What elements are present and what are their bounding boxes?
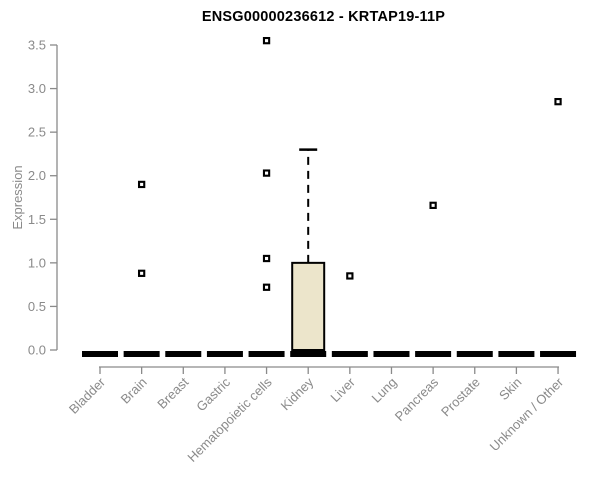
outlier-point: [429, 201, 437, 209]
y-axis-title: Expression: [10, 165, 25, 229]
outlier-point: [554, 97, 562, 106]
outlier-point: [346, 272, 354, 280]
y-tick-label: 1.5: [28, 212, 46, 227]
x-tick-label: Gastric: [193, 374, 233, 414]
median-bar: [415, 351, 452, 357]
median-bar: [540, 351, 577, 357]
outlier-point: [262, 169, 271, 177]
median-bar: [456, 351, 493, 357]
outlier-point: [262, 283, 271, 291]
y-tick-label: 1.0: [28, 255, 46, 270]
outlier-point: [262, 254, 271, 263]
outlier-point: [262, 36, 271, 45]
outlier-point: [137, 269, 146, 277]
median-bar: [82, 351, 118, 357]
y-tick-label: 3.5: [28, 37, 46, 52]
x-tick-label: Breast: [154, 374, 191, 411]
x-tick-label: Unknown / Other: [487, 374, 567, 454]
outlier-point: [137, 180, 146, 189]
median-bar: [206, 351, 243, 357]
x-tick-label: Kidney: [278, 374, 317, 413]
y-tick-label: 0.5: [28, 299, 46, 314]
x-tick-label: Bladder: [66, 374, 109, 417]
x-tick-label: Prostate: [438, 375, 483, 420]
median-bar: [498, 351, 535, 357]
median-bar: [123, 351, 160, 357]
y-tick-label: 3.0: [28, 81, 46, 96]
x-tick-label: Brain: [118, 375, 150, 407]
y-tick-label: 2.0: [28, 168, 46, 183]
x-tick-label: Liver: [327, 374, 358, 405]
x-tick-label: Skin: [496, 375, 524, 403]
median-bar: [248, 351, 285, 357]
median-bar: [290, 351, 327, 357]
median-bar: [165, 351, 202, 357]
median-bar: [331, 351, 368, 357]
x-tick-label: Pancreas: [392, 374, 442, 424]
box: [291, 261, 326, 351]
median-bar: [373, 351, 410, 357]
chart-title: ENSG00000236612 - KRTAP19-11P: [201, 9, 446, 25]
y-tick-label: 2.5: [28, 125, 46, 140]
y-tick-label: 0.0: [28, 343, 46, 358]
x-tick-label: Lung: [369, 375, 400, 406]
